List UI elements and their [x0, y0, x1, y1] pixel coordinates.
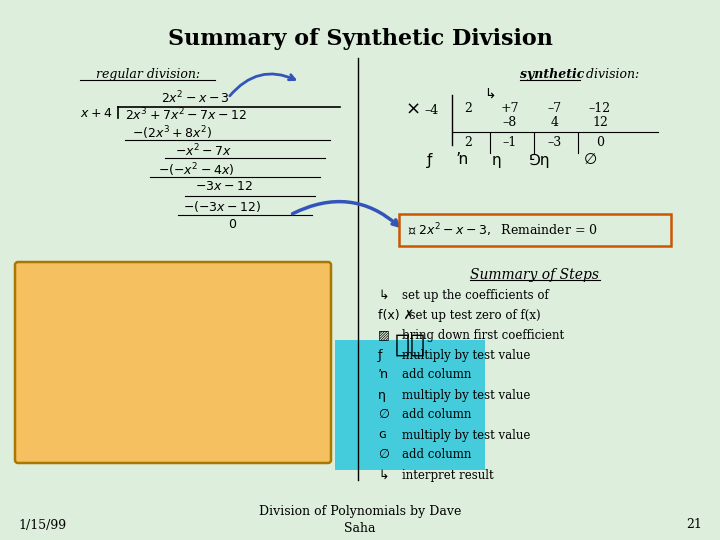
Text: ▨: ▨: [378, 328, 390, 341]
Text: multiply by test value: multiply by test value: [402, 388, 531, 402]
Text: add column: add column: [402, 449, 472, 462]
Text: ∅: ∅: [583, 152, 597, 167]
Text: –3: –3: [548, 137, 562, 150]
Text: ƞ: ƞ: [491, 152, 501, 167]
Text: 2: 2: [464, 137, 472, 150]
Text: interpret result: interpret result: [402, 469, 494, 482]
Text: –12: –12: [589, 102, 611, 114]
Text: –4: –4: [425, 104, 439, 117]
Text: ɢ: ɢ: [378, 429, 386, 442]
Text: ƞ: ƞ: [378, 388, 386, 402]
Text: Summary of Steps: Summary of Steps: [470, 268, 600, 282]
Text: ƒ: ƒ: [378, 348, 382, 361]
Text: multiply by test value: multiply by test value: [402, 429, 531, 442]
Text: 2: 2: [464, 102, 472, 114]
Text: f(x) ✗: f(x) ✗: [378, 308, 414, 321]
Text: ∅ $2x^2 - x - 3,$  Remainder = 0: ∅ $2x^2 - x - 3,$ Remainder = 0: [408, 221, 598, 239]
Text: ŉ: ŉ: [456, 152, 468, 167]
Text: ↳: ↳: [378, 288, 389, 301]
Text: ↳: ↳: [378, 469, 389, 482]
Text: $-(-3x - 12)$: $-(-3x - 12)$: [183, 199, 261, 214]
Text: $2x^2 - x  - 3$: $2x^2 - x - 3$: [161, 90, 230, 106]
Text: synthetic: synthetic: [520, 68, 585, 81]
Text: Comment: Comment: [139, 272, 207, 286]
Text: 21: 21: [686, 518, 702, 531]
Text: Synthetic division does not look like
real division, yet it preserves the
essent: Synthetic division does not look like re…: [30, 292, 245, 397]
FancyBboxPatch shape: [15, 262, 331, 463]
Text: ∅: ∅: [378, 449, 389, 462]
Text: 1/15/99: 1/15/99: [18, 518, 66, 531]
Text: ⨯: ⨯: [405, 101, 420, 119]
Text: $-(2x^3 + 8x^2)$: $-(2x^3 + 8x^2)$: [132, 124, 212, 141]
Text: $2x^3 + 7x^2 - 7x - 12$: $2x^3 + 7x^2 - 7x - 12$: [125, 107, 247, 124]
Text: ⅁ƞ: ⅁ƞ: [529, 152, 551, 167]
Text: 0: 0: [596, 137, 604, 150]
Text: 🧑‍🏫: 🧑‍🏫: [395, 333, 425, 357]
Text: $x + 4$: $x + 4$: [80, 107, 112, 120]
Text: add column: add column: [402, 408, 472, 422]
Text: ƒ: ƒ: [427, 152, 433, 167]
Text: multiply by test value: multiply by test value: [402, 348, 531, 361]
Text: 12: 12: [592, 117, 608, 130]
Text: Division of Polynomials by Dave
Saha: Division of Polynomials by Dave Saha: [258, 505, 462, 535]
Text: $-(-x^2 - 4x)$: $-(-x^2 - 4x)$: [158, 161, 234, 179]
Text: Summary of Synthetic Division: Summary of Synthetic Division: [168, 28, 552, 50]
Text: +7: +7: [500, 102, 519, 114]
Text: $-3x - 12$: $-3x - 12$: [195, 180, 253, 193]
Text: regular division:: regular division:: [96, 68, 200, 81]
FancyBboxPatch shape: [399, 214, 671, 246]
Text: add column: add column: [402, 368, 472, 381]
Bar: [335, 340, 485, 470]
Text: set up test zero of f(x): set up test zero of f(x): [402, 308, 541, 321]
Text: $-x^2 - 7x$: $-x^2 - 7x$: [175, 143, 232, 160]
Text: division:: division:: [582, 68, 639, 81]
Text: –8: –8: [503, 117, 517, 130]
Text: 4: 4: [551, 117, 559, 130]
Text: –7: –7: [548, 102, 562, 114]
Text: set up the coefficients of: set up the coefficients of: [402, 288, 549, 301]
Text: $0$: $0$: [228, 218, 237, 231]
Text: ↳: ↳: [484, 88, 496, 102]
Text: –1: –1: [503, 137, 517, 150]
Text: ∅: ∅: [378, 408, 389, 422]
Text: bring down first coefficient: bring down first coefficient: [402, 328, 564, 341]
Text: ŉ: ŉ: [378, 368, 388, 381]
